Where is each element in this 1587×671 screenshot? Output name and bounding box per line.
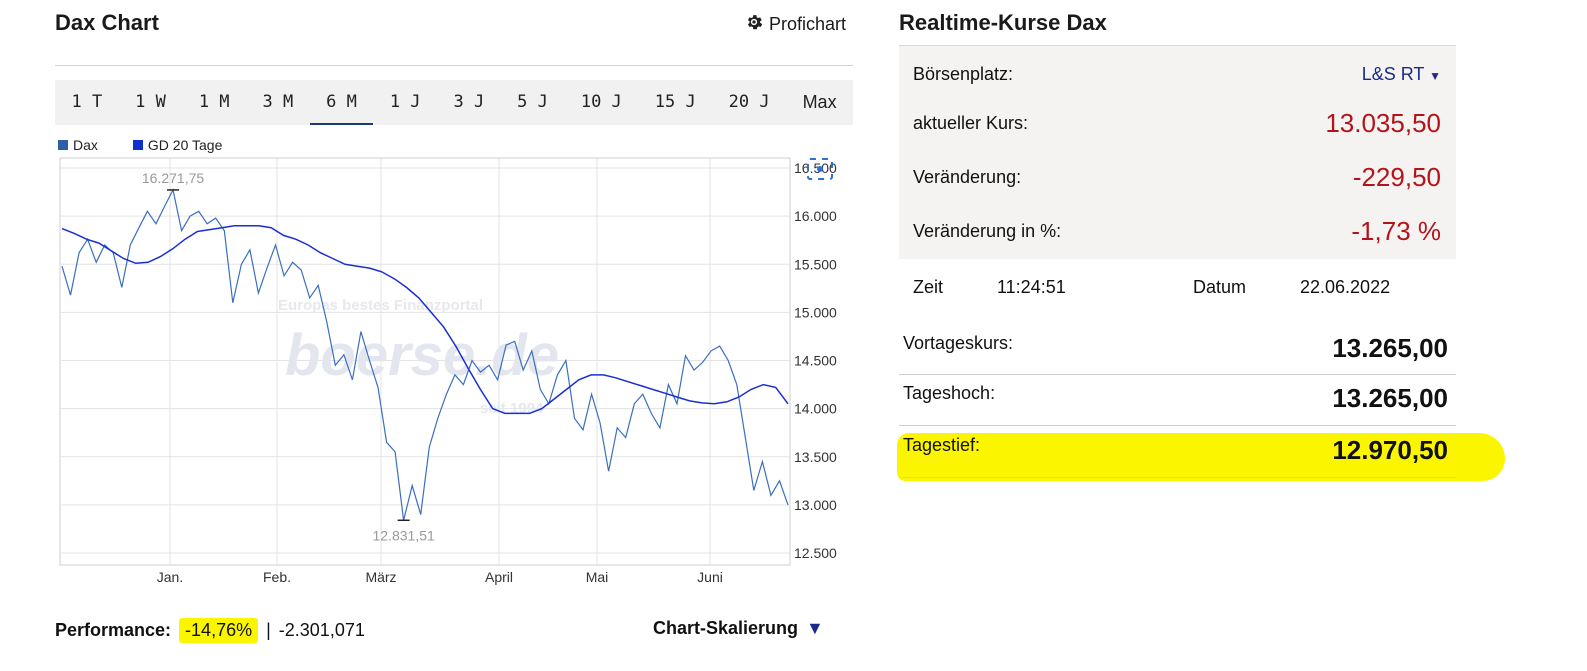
tagestief-label: Tagestief: (903, 435, 981, 455)
profichart-link[interactable]: Profichart (745, 13, 846, 36)
tageshoch-label: Tageshoch: (903, 383, 996, 403)
veraenderung-value: -229,50 (1352, 162, 1441, 192)
zoom-icon-dot (817, 166, 823, 172)
boersenplatz-select[interactable]: L&S RT ▼ (1362, 64, 1441, 85)
y-tick-label: 12.500 (794, 545, 837, 561)
vortageskurs-label: Vortageskurs: (903, 333, 1014, 353)
x-tick-label: Mai (586, 569, 609, 585)
tageshoch-row: Tageshoch: 13.265,00 (903, 383, 1448, 414)
boersenplatz-value: L&S RT (1361, 64, 1425, 84)
aktueller-kurs-value: 13.035,50 (1325, 108, 1441, 138)
y-tick-label: 16.000 (794, 208, 837, 224)
tab-6m[interactable]: 6 M (309, 80, 374, 125)
datum-label: Datum (1193, 277, 1247, 297)
zoom-icon[interactable] (807, 158, 833, 180)
x-tick-label: April (485, 569, 513, 585)
max-label: 16.271,75 (142, 170, 204, 186)
tageshoch-value: 13.265,00 (1332, 383, 1448, 413)
performance-separator: | (266, 620, 271, 640)
legend-swatch (132, 140, 143, 150)
zeit-label: Zeit (913, 277, 944, 297)
tagestief-row: Tagestief: 12.970,50 (903, 435, 1448, 466)
gear-icon (745, 13, 763, 36)
y-tick-label: 16.500 (794, 160, 837, 176)
timeframe-tabs: 1 T 1 W 1 M 3 M 6 M 1 J 3 J 5 J 10 J 15 J 20 J Max (55, 65, 853, 126)
aktueller-kurs-label: aktueller Kurs: (913, 113, 1029, 133)
realtime-title: Realtime-Kurse Dax (899, 10, 1107, 35)
tab-1w[interactable]: 1 W (135, 92, 166, 112)
legend-swatch (58, 140, 68, 150)
chart-title: Dax Chart (55, 10, 159, 35)
tab-1t[interactable]: 1 T (71, 92, 103, 112)
performance-summary: Performance: -14,76% | -2.301,071 (55, 618, 365, 643)
x-tick-label: Feb. (263, 569, 291, 585)
aktueller-kurs-row: aktueller Kurs: 13.035,50 (913, 108, 1441, 139)
zeit-value: 11:24:51 (997, 277, 1066, 297)
triangle-down-icon: ▼ (806, 618, 824, 638)
chart-scaling-label: Chart-Skalierung (653, 618, 799, 638)
chart-scaling-toggle[interactable]: Chart-Skalierung ▼ (653, 618, 824, 639)
tab-1m[interactable]: 1 M (198, 92, 230, 112)
performance-percent: -14,76% (179, 618, 259, 643)
y-tick-label: 14.000 (794, 401, 837, 417)
profichart-label: Profichart (769, 14, 847, 34)
tagestief-value: 12.970,50 (1332, 435, 1448, 465)
plot-area (59, 157, 791, 566)
tagestief-highlight (897, 433, 1505, 481)
x-tick-label: März (365, 569, 396, 585)
veraenderung-pct-row: Veränderung in %: -1,73 % (913, 216, 1441, 247)
datum-value: 22.06.2022 (1300, 277, 1391, 297)
legend-item[interactable]: Dax (58, 137, 98, 153)
tab-20j[interactable]: 20 J (728, 92, 770, 112)
legend-label: GD 20 Tage (147, 137, 223, 153)
vortageskurs-value: 13.265,00 (1332, 333, 1448, 363)
veraenderung-pct-label: Veränderung in %: (913, 221, 1062, 241)
y-tick-label: 13.500 (794, 449, 837, 465)
x-tick-label: Jan. (157, 569, 183, 585)
y-tick-label: 14.500 (794, 353, 837, 369)
vortageskurs-row: Vortageskurs: 13.265,00 (903, 333, 1448, 364)
boersenplatz-label: Börsenplatz: (913, 64, 1014, 84)
x-tick-label: Juni (697, 569, 723, 585)
caret-down-icon: ▼ (1429, 69, 1441, 83)
tab-3j[interactable]: 3 J (453, 92, 485, 112)
veraenderung-pct-value: -1,73 % (1351, 216, 1441, 246)
y-tick-label: 15.500 (794, 256, 837, 272)
divider (899, 374, 1456, 375)
y-tick-label: 13.000 (794, 497, 837, 513)
legend-item[interactable]: GD 20 Tage (132, 137, 223, 153)
tab-15j[interactable]: 15 J (654, 92, 696, 112)
series-line-dax (61, 188, 789, 521)
min-label: 12.831,51 (372, 527, 434, 543)
tab-3m[interactable]: 3 M (262, 92, 294, 112)
y-tick-label: 15.000 (794, 304, 837, 320)
veraenderung-label: Veränderung: (913, 167, 1022, 187)
tab-10j[interactable]: 10 J (580, 92, 622, 112)
divider (899, 425, 1456, 426)
legend-label: Dax (73, 137, 98, 153)
veraenderung-row: Veränderung: -229,50 (913, 162, 1441, 193)
tab-1j[interactable]: 1 J (389, 92, 421, 112)
dax-line-chart: 12.500 13.000 13.500 14.000 14.500 15.000 15.5… (59, 157, 837, 585)
tab-5j[interactable]: 5 J (517, 92, 548, 112)
series-line-gd20 (61, 225, 789, 415)
performance-label: Performance: (55, 620, 172, 640)
watermark-logo: boerse.de (285, 323, 559, 388)
chart-legend: Dax GD 20 Tage (58, 137, 222, 153)
realtime-quote-box: Börsenplatz: L&S RT ▼ aktueller Kurs: 13… (899, 45, 1456, 259)
performance-points: -2.301,071 (278, 620, 365, 640)
divider (899, 477, 1456, 478)
boersenplatz-row: Börsenplatz: L&S RT ▼ (913, 64, 1441, 85)
tab-max[interactable]: Max (802, 92, 837, 112)
watermark-tagline: Europas bestes Finanzportal (278, 297, 483, 314)
